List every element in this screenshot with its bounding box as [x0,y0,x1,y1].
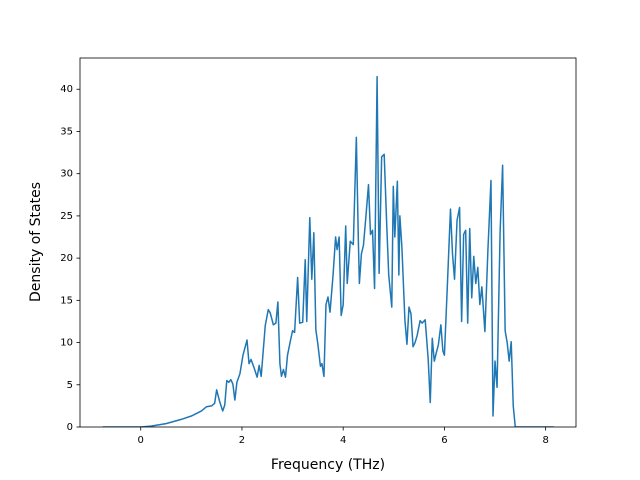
x-tick-label: 2 [239,435,245,446]
x-tick-label: 4 [340,435,346,446]
x-tick-label: 8 [542,435,548,446]
x-tick-label: 0 [138,435,144,446]
y-tick-label: 0 [67,422,73,433]
x-tick-label: 6 [441,435,447,446]
plot-frame [79,57,577,428]
y-tick-label: 25 [60,211,73,222]
x-axis-label: Frequency (THz) [271,457,385,473]
line [102,75,554,427]
y-tick-label: 30 [60,169,73,180]
y-tick-label: 10 [60,338,73,349]
y-axis-label: Density of States [28,182,44,302]
y-tick-label: 15 [60,295,73,306]
y-tick-label: 5 [67,380,73,391]
y-tick-label: 20 [60,253,73,264]
y-tick-label: 35 [60,126,73,137]
y-tick-label: 40 [60,84,73,95]
